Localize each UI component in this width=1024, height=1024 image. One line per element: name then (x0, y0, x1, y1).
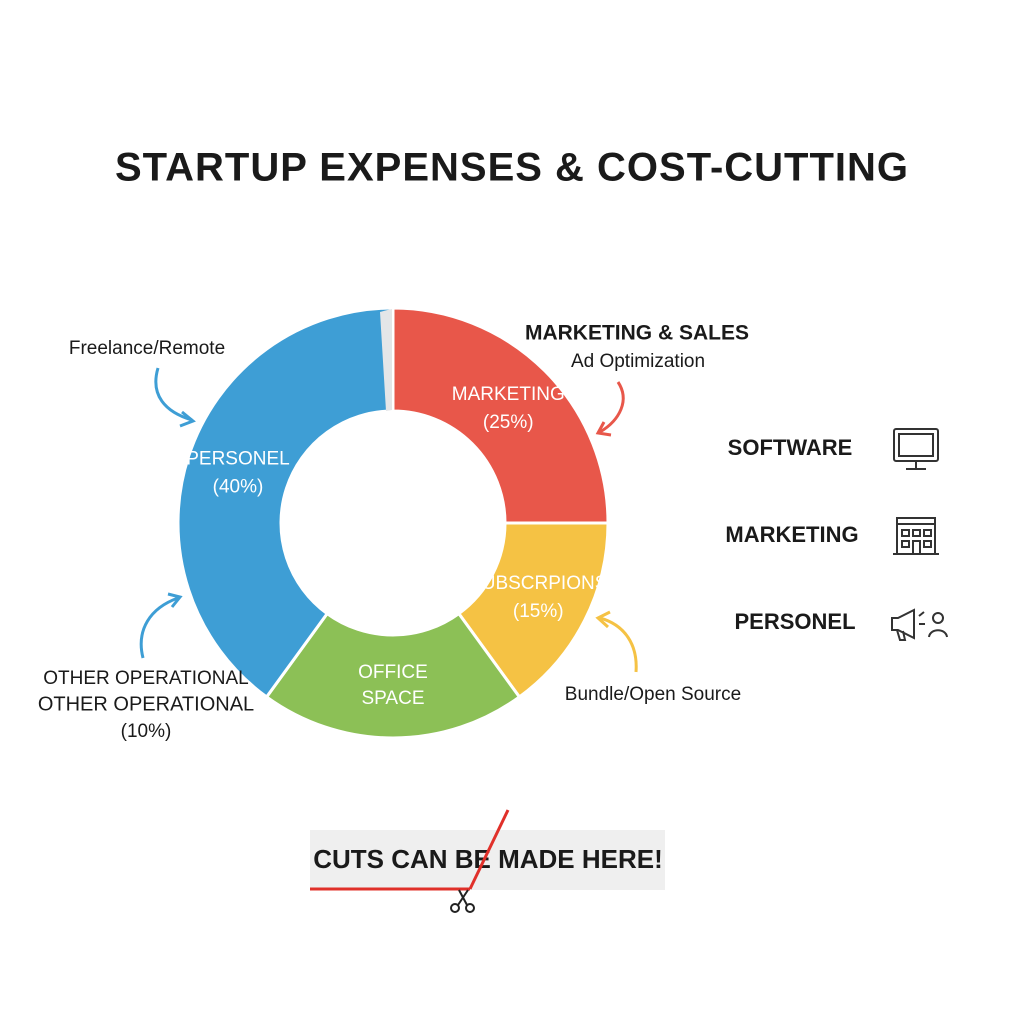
slice-label-line: OFFICE (358, 662, 428, 683)
donut-slice (456, 521, 610, 700)
legend-label: SOFTWARE (728, 435, 853, 460)
arrow-head (179, 410, 196, 428)
donut-slice (391, 306, 610, 525)
cut-line (468, 809, 510, 890)
slice-label: SUBSCRPIONS (469, 573, 607, 594)
slice-value-label: (25%) (483, 412, 534, 433)
arrow-head (167, 592, 183, 608)
annotation: OTHER OPERATIONAL (43, 668, 249, 689)
annotation: (10%) (121, 721, 172, 742)
slice-value-label: (15%) (513, 601, 564, 622)
legend-label: PERSONEL (734, 609, 855, 634)
annotation: Ad Optimization (571, 351, 705, 372)
arrow-head (595, 610, 611, 629)
chart-title: STARTUP EXPENSES & COST-CUTTING (115, 146, 909, 190)
legend-label: MARKETING (725, 522, 858, 547)
donut: MARKETING (25%) SUBSCRPIONS (15%) OFFICE SPAC… (176, 306, 610, 740)
donut-slice (264, 611, 522, 740)
gap-sliver (380, 309, 392, 411)
slice-label-line: SPACE (361, 688, 424, 709)
scissors-icon (450, 889, 475, 913)
arrow-head (595, 421, 612, 437)
arrow (154, 367, 193, 422)
annotation: Bundle/Open Source (565, 684, 741, 705)
slice-label: PERSONEL (186, 449, 289, 470)
building-icon (893, 517, 939, 555)
donut-slice (176, 306, 395, 700)
arrow (139, 596, 179, 659)
slice-value-label: (40%) (213, 477, 264, 498)
annotation: Freelance/Remote (69, 338, 225, 359)
slice-label: OFFICE SPACE (358, 662, 428, 709)
arrow (599, 616, 638, 673)
slice-label: MARKETING (452, 384, 565, 405)
megaphone-icon (891, 608, 948, 641)
callout-box (310, 830, 665, 890)
annotation: OTHER OPERATIONAL (38, 693, 254, 715)
arrow (599, 381, 625, 434)
annotation: MARKETING & SALES (525, 322, 749, 345)
monitor-icon (893, 428, 939, 470)
